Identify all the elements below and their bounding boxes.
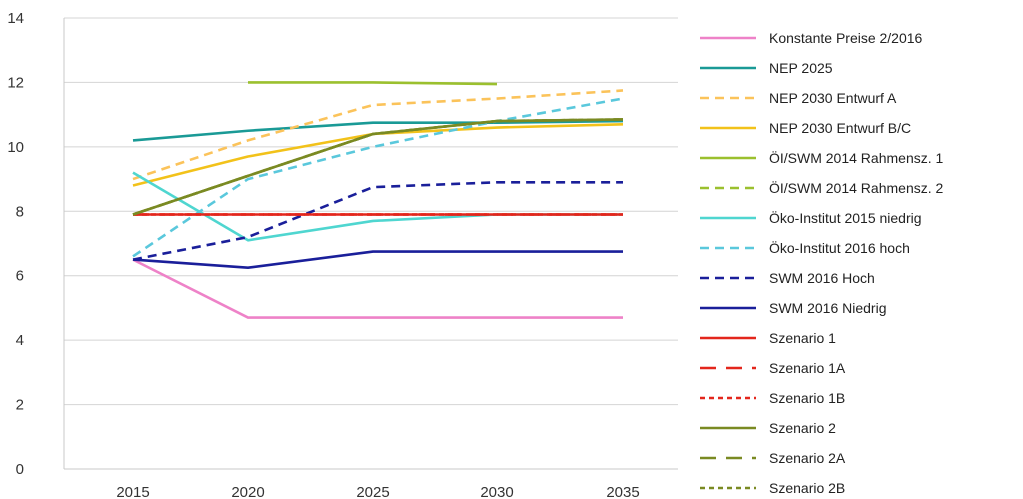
legend-item: Szenario 2A [700, 450, 846, 466]
legend-item: Szenario 2 [700, 420, 836, 436]
legend-label: Szenario 2B [769, 480, 845, 496]
legend-item: NEP 2030 Entwurf A [700, 90, 897, 106]
y-tick-label: 10 [7, 139, 24, 156]
y-tick-label: 12 [7, 74, 24, 91]
legend-item: SWM 2016 Niedrig [700, 300, 887, 316]
x-axis-ticks: 2015 2020 2025 2030 2035 [116, 484, 639, 499]
legend-label: Öko-Institut 2016 hoch [769, 239, 910, 256]
y-tick-label: 0 [16, 461, 24, 478]
y-tick-label: 4 [16, 332, 24, 349]
legend-label: NEP 2030 Entwurf A [769, 90, 897, 106]
x-tick-label: 2030 [480, 484, 513, 499]
legend-item: ÖI/SWM 2014 Rahmensz. 2 [700, 179, 944, 196]
legend-label: Szenario 1A [769, 360, 846, 376]
legend-item: NEP 2030 Entwurf B/C [700, 120, 911, 136]
legend-label: NEP 2025 [769, 60, 833, 76]
y-axis-ticks: 0 2 4 6 8 10 12 14 [7, 10, 24, 478]
x-tick-label: 2015 [116, 484, 149, 499]
legend-label: Szenario 2A [769, 450, 846, 466]
legend-label: SWM 2016 Hoch [769, 270, 875, 286]
legend-item: Öko-Institut 2016 hoch [700, 239, 910, 256]
series-line [132, 250, 623, 269]
legend-label: ÖI/SWM 2014 Rahmensz. 1 [769, 149, 944, 166]
legend-label: Szenario 2 [769, 420, 836, 436]
y-tick-label: 8 [16, 203, 24, 220]
legend-item: Öko-Institut 2015 niedrig [700, 209, 922, 226]
legend-label: Konstante Preise 2/2016 [769, 30, 923, 46]
series-line [132, 119, 624, 142]
series-line [132, 118, 624, 216]
x-tick-label: 2035 [606, 484, 639, 499]
series-lines [132, 81, 624, 319]
legend-label: SWM 2016 Niedrig [769, 300, 887, 316]
axes [63, 18, 678, 470]
y-tick-label: 6 [16, 268, 24, 285]
legend-label: ÖI/SWM 2014 Rahmensz. 2 [769, 179, 944, 196]
legend-label: Szenario 1B [769, 390, 845, 406]
legend-item: Szenario 2B [700, 480, 845, 496]
series-line [132, 97, 624, 258]
legend-label: Öko-Institut 2015 niedrig [769, 209, 922, 226]
x-tick-label: 2020 [231, 484, 264, 499]
x-tick-label: 2025 [356, 484, 389, 499]
legend-item: Szenario 1 [700, 330, 836, 346]
y-tick-label: 2 [16, 397, 24, 414]
series-line [132, 258, 623, 319]
legend: Konstante Preise 2/2016 NEP 2025 NEP 2030 … [700, 30, 944, 496]
series-line [132, 180, 623, 261]
legend-item: SWM 2016 Hoch [700, 270, 875, 286]
legend-item: NEP 2025 [700, 60, 833, 76]
series-line [248, 81, 498, 86]
legend-item: Szenario 1A [700, 360, 846, 376]
series-line [132, 89, 624, 181]
legend-item: Konstante Preise 2/2016 [700, 30, 923, 46]
legend-label: NEP 2030 Entwurf B/C [769, 120, 911, 136]
y-tick-label: 14 [7, 10, 24, 27]
series-line [132, 118, 624, 216]
legend-item: ÖI/SWM 2014 Rahmensz. 1 [700, 149, 944, 166]
legend-label: Szenario 1 [769, 330, 836, 346]
grid [64, 17, 678, 406]
legend-item: Szenario 1B [700, 390, 845, 406]
